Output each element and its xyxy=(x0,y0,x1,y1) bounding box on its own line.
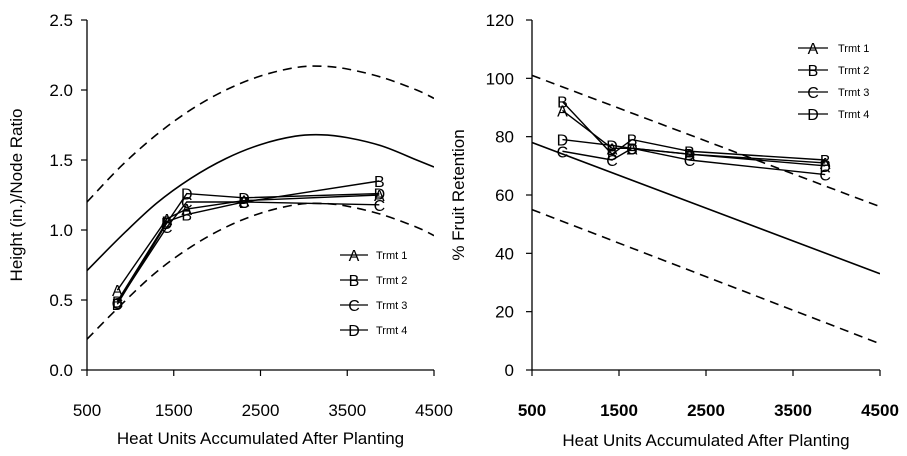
data-point-a: A xyxy=(607,141,618,158)
series-line-b xyxy=(561,101,826,161)
legend-label: Trmt 1 xyxy=(376,250,407,262)
data-point-c: C xyxy=(238,195,250,212)
y-axis-title: % Fruit Retention xyxy=(449,129,468,260)
x-tick-label: 500 xyxy=(518,401,546,420)
legend-marker: B xyxy=(349,273,360,290)
y-tick-label: 120 xyxy=(486,11,514,30)
y-tick-label: 0.0 xyxy=(49,361,73,380)
x-tick-label: 500 xyxy=(73,401,101,420)
legend-marker: B xyxy=(808,63,819,80)
data-point-d: D xyxy=(181,187,193,204)
data-point-a: A xyxy=(820,156,831,173)
legend-marker: A xyxy=(349,248,360,265)
legend-marker: D xyxy=(807,107,819,124)
legend-label: Trmt 2 xyxy=(838,65,869,77)
data-point-b: B xyxy=(239,195,250,212)
legend-marker: A xyxy=(808,41,819,58)
data-point-b: B xyxy=(820,153,831,170)
legend-marker: C xyxy=(348,298,360,315)
confidence-bound-curve xyxy=(532,74,880,208)
data-point-b: B xyxy=(181,208,192,225)
x-axis-title: Heat Units Accumulated After Planting xyxy=(562,431,849,450)
y-tick-label: 40 xyxy=(495,244,514,263)
data-point-a: A xyxy=(239,194,250,211)
height-node-ratio-chart: 0.0 0.5 1.0 1.5 2.0 2.5 500 1500 2500 3500 4500 Hea… xyxy=(7,11,453,448)
data-point-c: C xyxy=(626,141,638,158)
legend-label: Trmt 4 xyxy=(838,109,869,121)
data-point-b: B xyxy=(684,144,695,161)
data-point-a: A xyxy=(161,212,172,229)
data-point-d: D xyxy=(819,159,831,176)
x-tick-label: 3500 xyxy=(328,401,366,420)
data-point-d: D xyxy=(606,138,618,155)
x-tick-label: 3500 xyxy=(774,401,812,420)
data-point-c: C xyxy=(684,153,696,170)
fruit-retention-chart: 0 20 40 60 80 100 120 500 1500 2500 3500 4500 Heat U… xyxy=(449,11,899,450)
data-point-c: C xyxy=(557,144,569,161)
x-tick-label: 4500 xyxy=(861,401,899,420)
data-point-a: A xyxy=(684,147,695,164)
data-point-c: C xyxy=(112,296,124,313)
data-point-d: D xyxy=(238,191,250,208)
data-point-a: A xyxy=(557,103,568,120)
legend-label: Trmt 2 xyxy=(376,275,407,287)
legend-label: Trmt 4 xyxy=(376,325,407,337)
y-tick-label: 80 xyxy=(495,128,514,147)
series-line-b xyxy=(116,180,380,302)
data-point-a: A xyxy=(112,283,123,300)
data-point-d: D xyxy=(161,216,173,233)
data-point-c: C xyxy=(819,168,831,185)
x-tick-label: 2500 xyxy=(242,401,280,420)
data-point-d: D xyxy=(374,187,386,204)
data-point-d: D xyxy=(684,147,696,164)
series-line-a xyxy=(116,194,380,291)
data-point-b: B xyxy=(557,95,568,112)
x-axis-title: Heat Units Accumulated After Planting xyxy=(117,429,404,448)
data-point-d: D xyxy=(557,133,569,150)
x-tick-label: 1500 xyxy=(155,401,193,420)
legend-marker: C xyxy=(807,85,819,102)
data-point-b: B xyxy=(161,215,172,232)
data-point-d: D xyxy=(112,297,124,314)
y-tick-label: 60 xyxy=(495,186,514,205)
y-tick-label: 2.5 xyxy=(49,11,73,30)
y-tick-label: 1.0 xyxy=(49,221,73,240)
data-point-c: C xyxy=(181,195,193,212)
data-point-a: A xyxy=(374,188,385,205)
legend-label: Trmt 3 xyxy=(838,87,869,99)
data-point-c: C xyxy=(161,220,173,237)
data-point-b: B xyxy=(627,133,638,150)
confidence-bound-curve xyxy=(87,65,434,203)
y-tick-label: 0.5 xyxy=(49,291,73,310)
confidence-bound-curve xyxy=(532,208,880,345)
y-tick-label: 20 xyxy=(495,303,514,322)
x-tick-label: 2500 xyxy=(687,401,725,420)
y-tick-label: 0 xyxy=(505,361,514,380)
data-point-a: A xyxy=(627,141,638,158)
legend-label: Trmt 1 xyxy=(838,43,869,55)
x-tick-label: 1500 xyxy=(600,401,638,420)
data-point-d: D xyxy=(626,141,638,158)
x-tick-label: 4500 xyxy=(415,401,453,420)
y-axis-title: Height (in.)/Node Ratio xyxy=(7,109,26,282)
data-point-c: C xyxy=(374,198,386,215)
data-point-b: B xyxy=(374,174,385,191)
data-point-a: A xyxy=(181,202,192,219)
series-line-d xyxy=(116,192,380,305)
legend-label: Trmt 3 xyxy=(376,300,407,312)
data-point-b: B xyxy=(607,147,618,164)
y-tick-label: 100 xyxy=(486,69,514,88)
data-point-b: B xyxy=(112,294,123,311)
legend-marker: D xyxy=(348,323,360,340)
data-point-c: C xyxy=(606,153,618,170)
y-tick-label: 1.5 xyxy=(49,151,73,170)
y-tick-label: 2.0 xyxy=(49,81,73,100)
series-line-c xyxy=(116,201,380,304)
series-line-d xyxy=(562,138,826,167)
confidence-bound-curve xyxy=(87,202,434,340)
regression-curve xyxy=(87,133,434,272)
regression-curve xyxy=(532,141,880,275)
